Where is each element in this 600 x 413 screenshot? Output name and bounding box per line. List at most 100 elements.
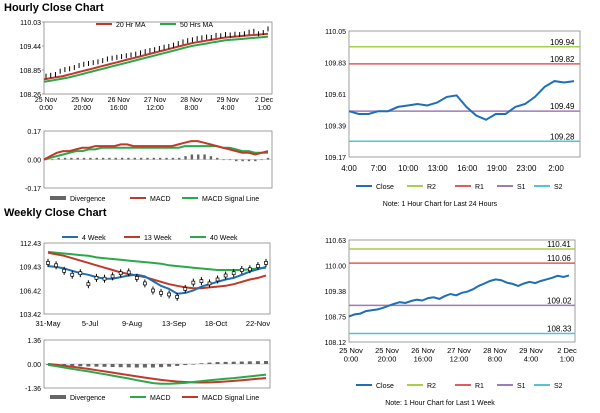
hourly-divergence-bar xyxy=(158,157,162,160)
weekly-line-legend-item: S1 xyxy=(517,383,526,390)
weekly-divergence-bar xyxy=(94,364,99,367)
weekly-divergence-bar xyxy=(70,364,75,367)
hourly-divergence-bar xyxy=(95,157,98,160)
hourly-line-x-tick: 23:00 xyxy=(516,164,537,173)
hourly-divergence-bar xyxy=(260,159,263,161)
weekly-line-note: Note: 1 Hour Chart for Last 1 Week xyxy=(385,400,495,407)
weekly-level-label: 108.33 xyxy=(547,324,572,333)
hourly-line-note: Note: 1 Hour Chart for Last 24 Hours xyxy=(383,201,498,208)
weekly-line-legend-item: Close xyxy=(376,383,394,390)
hourly-x-tick: 28 Nov 8:00 xyxy=(180,97,203,112)
weekly-price-candle xyxy=(86,282,91,287)
weekly-level-label: 110.41 xyxy=(547,240,571,249)
weekly-price-candle xyxy=(207,281,212,286)
hourly-divergence-bar xyxy=(63,157,67,160)
weekly-price-candle xyxy=(46,261,50,265)
hourly-line-legend-item: Close xyxy=(376,184,394,191)
weekly-legend-divergence: Divergence xyxy=(70,395,106,402)
weekly-price-candle xyxy=(215,277,220,282)
weekly-macd-y-tick: 0.00 xyxy=(27,362,41,369)
weekly-divergence-bar xyxy=(126,364,131,368)
weekly-line-y-tick: 109.38 xyxy=(325,289,347,296)
hourly-divergence-bar xyxy=(108,157,111,160)
weekly-price-candle xyxy=(199,279,204,283)
hourly-divergence-bar xyxy=(89,157,92,160)
weekly-line-legend-item: S2 xyxy=(554,383,563,390)
hourly-line-legend-item: S1 xyxy=(517,184,526,191)
hourly-divergence-bar xyxy=(254,159,257,162)
hourly-line-legend-item: S2 xyxy=(554,184,563,191)
weekly-price-plot xyxy=(43,242,271,315)
weekly-price-candle xyxy=(94,276,99,280)
weekly-macd-y-tick: 1.36 xyxy=(27,338,41,345)
weekly-price-candle xyxy=(248,267,252,272)
weekly-price-candle xyxy=(191,280,196,285)
weekly-line-x-tick: 25 Nov 20:00 xyxy=(375,346,399,364)
hourly-macd-y-tick: 0.00 xyxy=(27,158,41,165)
weekly-price-candle xyxy=(134,276,139,280)
weekly-line-y-tick: 110.63 xyxy=(325,238,346,245)
weekly-divergence-bar xyxy=(223,361,228,364)
weekly-level-label: 110.06 xyxy=(547,254,571,263)
hourly-signal-line xyxy=(43,145,268,161)
weekly-close-line xyxy=(348,274,570,318)
hourly-divergence-bar xyxy=(178,157,181,160)
hourly-divergence-bar xyxy=(82,157,86,160)
weekly-divergence-bar xyxy=(231,361,236,364)
hourly-x-tick: 2 Dec 1:00 xyxy=(255,97,274,112)
hourly-divergence-bar xyxy=(228,159,232,161)
hourly-divergence-bar xyxy=(120,157,124,160)
weekly-price-candle xyxy=(78,271,83,276)
weekly-price-y-tick: 109.43 xyxy=(20,265,42,272)
hourly-x-tick: 27 Nov 12:00 xyxy=(144,97,167,112)
hourly-divergence-bar xyxy=(114,157,117,160)
hourly-line-y-tick: 109.39 xyxy=(325,124,347,131)
weekly-price-candle xyxy=(159,291,163,295)
hourly-line-x-tick: 2:00 xyxy=(548,164,564,173)
weekly-divergence-bar xyxy=(183,364,188,366)
weekly-line-y-tick: 110.00 xyxy=(325,264,346,271)
hourly-price-y-tick: 109.44 xyxy=(20,44,42,51)
weekly-price-candle xyxy=(62,268,66,273)
weekly-section-title: Weekly Close Chart xyxy=(4,207,107,219)
weekly-x-tick: 13-Sep xyxy=(162,319,186,328)
weekly-price-candle xyxy=(239,268,244,272)
hourly-divergence-bar xyxy=(209,156,213,160)
weekly-level-label: 109.02 xyxy=(547,296,572,305)
weekly-line-y-tick: 108.12 xyxy=(325,340,347,347)
weekly-divergence-bar xyxy=(247,361,252,364)
weekly-line-legend-item: R2 xyxy=(427,383,436,390)
weekly-divergence-bar xyxy=(134,364,139,368)
weekly-legend-signal: MACD Signal Line xyxy=(202,395,259,402)
weekly-divergence-bar xyxy=(255,361,260,364)
hourly-price-y-tick: 108.26 xyxy=(20,92,42,99)
hourly-divergence-bar xyxy=(133,157,136,160)
hourly-section-title: Hourly Close Chart xyxy=(4,2,104,14)
weekly-x-tick: 5-Jul xyxy=(82,319,99,328)
hourly-line-x-tick: 16:00 xyxy=(457,164,478,173)
weekly-divergence-bar xyxy=(142,364,147,368)
hourly-divergence-bar xyxy=(203,154,206,160)
weekly-ma13-line xyxy=(47,251,267,290)
hourly-x-tick: 25 Nov 20:00 xyxy=(71,97,94,112)
hourly-divergence-bar xyxy=(184,156,187,160)
weekly-divergence-bar xyxy=(102,364,107,367)
weekly-legend-40wk: 40 Week xyxy=(210,235,238,242)
weekly-line-x-tick: 29 Nov 4:00 xyxy=(519,346,543,364)
hourly-divergence-bar xyxy=(197,154,200,160)
hourly-legend-signal: MACD Signal Line xyxy=(202,196,259,203)
weekly-divergence-bar xyxy=(264,361,268,364)
weekly-signal-line xyxy=(47,363,267,384)
hourly-macd-line xyxy=(43,140,269,161)
weekly-line-x-tick: 2 Dec 1:00 xyxy=(557,346,577,364)
weekly-price-candle xyxy=(70,272,75,277)
weekly-line-x-tick: 27 Nov 12:00 xyxy=(447,346,471,364)
weekly-price-candle xyxy=(110,274,115,279)
weekly-divergence-bar xyxy=(191,364,196,365)
hourly-line-x-tick: 4:00 xyxy=(341,164,357,173)
weekly-price-candle xyxy=(175,294,180,299)
hourly-divergence-bar xyxy=(51,159,54,161)
weekly-ma4-line xyxy=(47,265,267,295)
hourly-legend-20hr: 20 Hr MA xyxy=(116,22,146,29)
hourly-divergence-bar xyxy=(146,157,149,160)
